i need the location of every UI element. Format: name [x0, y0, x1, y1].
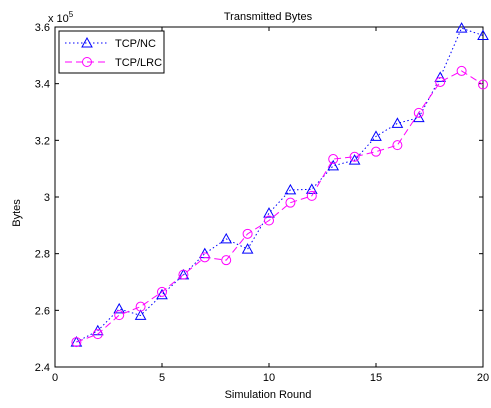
legend: TCP/NC TCP/LRC	[58, 30, 165, 74]
data-point-tcp-nc	[477, 29, 489, 40]
data-point-tcp-lrc	[306, 190, 317, 201]
data-point-tcp-lrc	[328, 154, 339, 165]
data-point-tcp-lrc	[242, 228, 253, 239]
x-tick-label: 0	[52, 372, 58, 384]
data-point-tcp-nc	[241, 243, 254, 254]
data-point-tcp-nc	[327, 159, 340, 171]
data-point-tcp-lrc	[71, 337, 82, 348]
data-point-tcp-lrc	[221, 255, 232, 266]
legend-label-tcp-lrc: TCP/LRC	[115, 57, 162, 69]
data-point-tcp-lrc	[92, 329, 103, 340]
data-point-tcp-nc	[220, 232, 233, 244]
series-line-tcp-lrc	[76, 70, 484, 343]
data-point-tcp-nc	[434, 71, 447, 82]
y-tick-label: 2.8	[35, 249, 50, 261]
y-exponent-base: x 10	[48, 13, 69, 25]
data-point-tcp-lrc	[135, 301, 146, 312]
x-tick-label: 5	[159, 372, 165, 384]
y-tick-label: 3.2	[35, 135, 50, 147]
data-point-tcp-lrc	[456, 65, 467, 76]
y-exponent-power: 5	[69, 10, 74, 19]
x-tick-label: 10	[263, 372, 275, 384]
y-tick-label: 2.6	[35, 305, 50, 317]
data-point-tcp-nc	[134, 309, 147, 320]
data-point-tcp-nc	[391, 117, 404, 128]
data-point-tcp-lrc	[178, 269, 189, 280]
y-tick-label: 3	[44, 192, 50, 204]
data-point-tcp-nc	[348, 154, 361, 165]
plot-frame	[54, 26, 484, 368]
legend-box	[58, 30, 165, 74]
chart-title: Transmitted Bytes	[224, 11, 313, 23]
x-axis-label: Simulation Round	[225, 389, 312, 401]
plot-layer: 0 5 10 15 20 2.4 2.6 2.8 3 3.2 3.4 3.6 TCP/NC TCP/LRC	[35, 22, 489, 384]
y-tick-label: 2.4	[35, 362, 50, 374]
data-point-tcp-lrc	[478, 79, 488, 90]
y-axis-label: Bytes	[11, 199, 23, 227]
data-point-tcp-nc	[370, 130, 382, 141]
series-line-tcp-nc	[76, 27, 484, 343]
series-tcp-lrc	[71, 65, 488, 348]
y-tick-label: 3.6	[35, 22, 50, 34]
data-point-tcp-lrc	[285, 197, 296, 208]
legend-marker-tcp-nc	[81, 36, 93, 48]
data-point-tcp-lrc	[435, 76, 446, 87]
data-point-tcp-lrc	[199, 252, 210, 263]
data-point-tcp-lrc	[114, 310, 125, 321]
y-tick-label: 3.4	[35, 79, 50, 91]
data-point-tcp-nc	[263, 207, 275, 218]
data-point-tcp-lrc	[371, 146, 381, 157]
data-point-tcp-lrc	[392, 140, 403, 151]
data-point-tcp-nc	[284, 183, 297, 195]
x-tick-label: 20	[477, 372, 489, 384]
data-point-tcp-nc	[455, 22, 468, 33]
data-point-tcp-lrc	[264, 215, 274, 226]
data-point-tcp-nc	[156, 288, 168, 300]
data-point-tcp-nc	[305, 183, 318, 194]
data-point-tcp-lrc	[157, 286, 167, 297]
legend-label-tcp-nc: TCP/NC	[115, 38, 156, 50]
data-point-tcp-lrc	[413, 107, 424, 118]
data-point-tcp-lrc	[349, 151, 360, 162]
x-tick-label: 15	[370, 372, 382, 384]
legend-marker-tcp-lrc	[82, 57, 92, 67]
y-exponent-label: x 105	[48, 10, 74, 25]
data-point-tcp-nc	[113, 302, 126, 314]
